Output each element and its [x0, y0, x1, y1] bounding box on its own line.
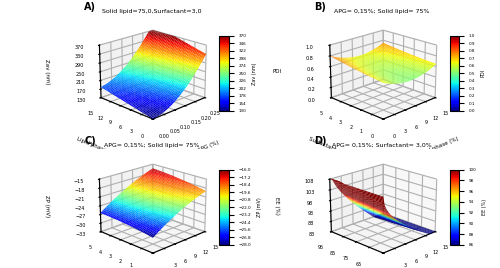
Text: D): D) — [314, 136, 327, 146]
Y-axis label: ZP (mV): ZP (mV) — [256, 198, 262, 217]
Text: C): C) — [84, 136, 96, 146]
Title: Solid lipid=75,0,Surfactant=3,0: Solid lipid=75,0,Surfactant=3,0 — [102, 9, 201, 14]
Y-axis label: Surfactant (%): Surfactant (%) — [308, 136, 347, 157]
Y-axis label: Lipid phase (%): Lipid phase (%) — [76, 136, 118, 157]
X-axis label: Lipid phase (%): Lipid phase (%) — [418, 136, 460, 157]
Y-axis label: PDI: PDI — [481, 69, 486, 77]
Text: A): A) — [84, 2, 96, 12]
Text: B): B) — [314, 2, 326, 12]
X-axis label: APG (%): APG (%) — [198, 140, 220, 153]
Y-axis label: EE (%): EE (%) — [482, 199, 487, 215]
Title: APG= 0,15%; Surfactant= 3,0%: APG= 0,15%; Surfactant= 3,0% — [332, 143, 432, 148]
Title: APG= 0,15%; Solid lipid= 75%: APG= 0,15%; Solid lipid= 75% — [334, 9, 430, 14]
Y-axis label: Zav (nm): Zav (nm) — [252, 62, 257, 85]
Title: APG= 0,15%; Solid lipid= 75%: APG= 0,15%; Solid lipid= 75% — [104, 143, 199, 148]
